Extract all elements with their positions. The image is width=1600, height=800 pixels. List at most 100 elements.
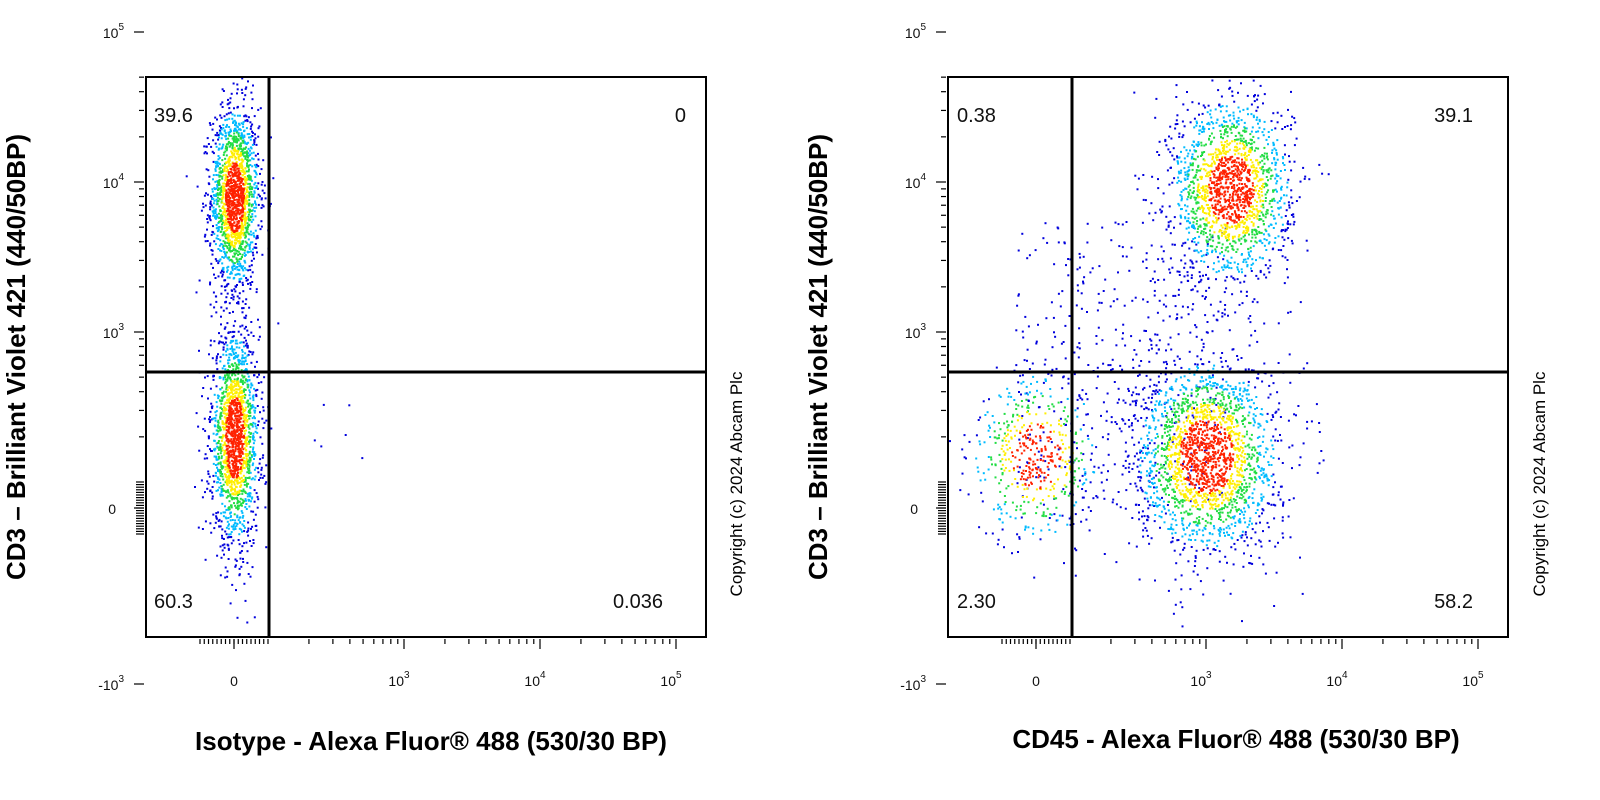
right-event-dot	[1150, 343, 1153, 346]
left-event-dot	[224, 254, 227, 257]
right-event-dot	[1165, 415, 1168, 418]
left-event-dot	[229, 185, 232, 188]
left-event-dot	[217, 155, 220, 157]
left-event-dot	[237, 176, 240, 178]
left-event-dot	[245, 218, 248, 221]
right-event-dot	[1180, 316, 1183, 319]
left-event-dot	[215, 515, 218, 518]
left-event-dot	[250, 545, 253, 547]
right-event-dot	[1265, 276, 1268, 279]
right-event-dot	[1218, 493, 1221, 496]
right-event-dot	[1239, 110, 1241, 113]
left-event-dot	[240, 169, 243, 172]
left-event-dot	[235, 397, 238, 400]
left-event-dot	[221, 270, 223, 272]
left-event-dot	[243, 381, 246, 384]
right-event-dot	[1037, 323, 1039, 326]
right-event-dot	[1055, 367, 1058, 370]
left-event-dot	[234, 446, 237, 448]
left-event-dot	[230, 430, 233, 433]
left-event-dot	[224, 242, 227, 245]
right-event-dot	[1102, 489, 1105, 492]
right-event-dot	[1204, 106, 1207, 109]
right-event-dot	[1202, 342, 1205, 345]
left-event-dot	[222, 478, 225, 481]
left-event-dot	[214, 160, 217, 163]
left-event-dot	[236, 496, 239, 499]
right-event-dot	[1000, 512, 1003, 515]
left-event-dot	[227, 495, 230, 498]
left-event-dot	[225, 439, 228, 442]
left-event-dot	[214, 277, 217, 279]
left-event-dot	[220, 556, 223, 559]
right-event-dot	[1153, 505, 1156, 507]
right-event-dot	[1228, 329, 1231, 332]
left-event-dot	[231, 519, 234, 521]
right-event-dot	[1248, 562, 1251, 564]
right-event-dot	[1026, 359, 1028, 362]
right-event-dot	[1142, 522, 1145, 525]
left-event-dot	[249, 386, 252, 389]
left-event-dot	[219, 167, 222, 169]
left-event-dot	[248, 452, 251, 455]
left-event-dot	[240, 224, 243, 227]
right-event-dot	[975, 434, 978, 437]
right-event-dot	[1292, 497, 1295, 500]
left-event-dot	[234, 457, 237, 460]
left-event-dot	[230, 258, 233, 261]
left-event-dot	[229, 97, 232, 100]
left-event-dot	[248, 459, 251, 462]
right-event-dot	[1243, 552, 1245, 555]
left-event-dot	[248, 149, 251, 152]
right-event-dot	[1026, 437, 1029, 439]
left-event-dot	[250, 454, 253, 457]
left-event-dot	[254, 215, 257, 218]
left-event-dot	[224, 443, 227, 446]
right-event-dot	[1251, 528, 1254, 531]
right-event-dot	[1180, 366, 1183, 369]
right-event-dot	[1174, 305, 1177, 308]
right-event-dot	[1123, 304, 1126, 307]
right-event-dot	[1147, 485, 1150, 488]
left-event-dot	[245, 342, 248, 345]
right-event-dot	[1196, 365, 1199, 368]
right-event-dot	[1299, 180, 1302, 183]
right-event-dot	[1206, 331, 1209, 334]
left-event-dot	[221, 213, 224, 216]
left-event-dot	[232, 492, 234, 495]
right-event-dot	[1261, 413, 1264, 416]
right-event-dot	[1157, 348, 1160, 351]
left-event-dot	[245, 541, 248, 544]
right-event-dot	[1256, 98, 1259, 101]
left-event-dot	[235, 174, 238, 177]
left-event-dot	[236, 183, 239, 186]
left-event-dot	[228, 399, 230, 402]
right-event-dot	[1143, 497, 1146, 500]
left-event-dot	[244, 499, 247, 502]
right-event-dot	[1213, 541, 1216, 544]
left-event-dot	[215, 311, 218, 314]
left-event-dot	[224, 368, 227, 371]
left-event-dot	[224, 465, 227, 468]
right-event-dot	[1290, 124, 1293, 127]
left-event-dot	[234, 450, 237, 453]
left-event-dot	[243, 396, 246, 399]
left-event-dot	[238, 447, 240, 450]
right-event-dot	[1064, 357, 1067, 360]
right-event-dot	[1230, 546, 1233, 549]
right-event-dot	[1171, 532, 1174, 535]
left-event-dot	[250, 190, 253, 193]
left-event-dot	[229, 406, 232, 409]
left-event-dot	[242, 424, 244, 427]
right-event-dot	[1188, 534, 1191, 537]
left-event-dot	[243, 267, 246, 270]
right-event-dot	[1280, 114, 1283, 117]
left-event-dot	[235, 429, 238, 432]
right-event-dot	[1028, 368, 1031, 370]
left-event-dot	[238, 273, 241, 276]
left-event-dot	[253, 191, 256, 194]
left-event-dot	[246, 186, 249, 189]
left-event-dot	[238, 242, 241, 245]
left-event-dot	[226, 348, 229, 351]
right-event-dot	[1201, 349, 1204, 352]
